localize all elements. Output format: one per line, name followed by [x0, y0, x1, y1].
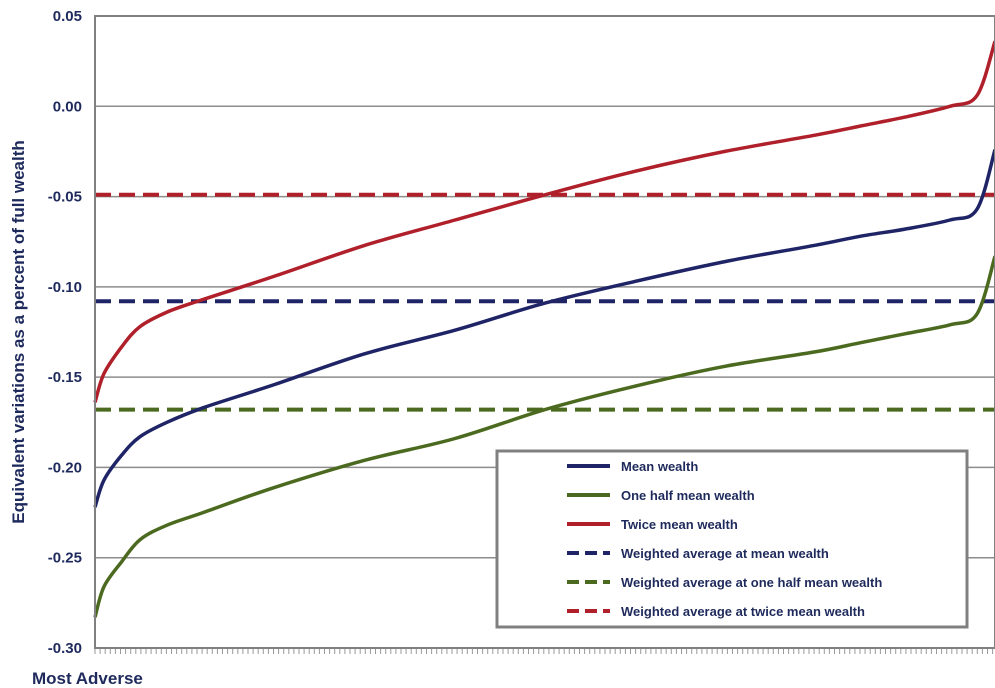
y-tick-labels: 0.05 0.00 -0.05 -0.10 -0.15 -0.20 -0.25 -0.30 [48, 8, 82, 657]
y-tick-label: -0.25 [48, 550, 82, 567]
legend: Mean wealth One half mean wealth Twice mea… [495, 449, 969, 629]
legend-label-4: Weighted average at one half mean wealth [621, 575, 882, 590]
legend-label-1: One half mean wealth [621, 488, 755, 503]
y-axis-title: Equivalent variations as a percent of fu… [9, 140, 28, 524]
y-tick-label: -0.15 [48, 369, 82, 386]
series-line-0 [93, 149, 995, 508]
legend-label-3: Weighted average at mean wealth [621, 546, 829, 561]
x-start-label: Most Adverse [32, 669, 143, 688]
legend-box [495, 449, 969, 629]
series-lines [93, 40, 995, 618]
average-lines [95, 192, 995, 412]
y-tick-label: 0.05 [53, 8, 82, 25]
legend-label-2: Twice mean wealth [621, 517, 738, 532]
series-line-2 [93, 40, 995, 403]
y-tick-label: 0.00 [53, 98, 82, 115]
plot-frame [94, 15, 995, 649]
y-tick-label: -0.05 [48, 189, 82, 206]
legend-label-0: Mean wealth [621, 459, 698, 474]
series-line-1 [93, 255, 995, 618]
y-tick-label: -0.30 [48, 640, 82, 657]
legend-items: Mean wealth One half mean wealth Twice mea… [567, 459, 882, 619]
y-tick-label: -0.20 [48, 459, 82, 476]
legend-label-5: Weighted average at twice mean wealth [621, 604, 865, 619]
y-tick-label: -0.10 [48, 279, 82, 296]
